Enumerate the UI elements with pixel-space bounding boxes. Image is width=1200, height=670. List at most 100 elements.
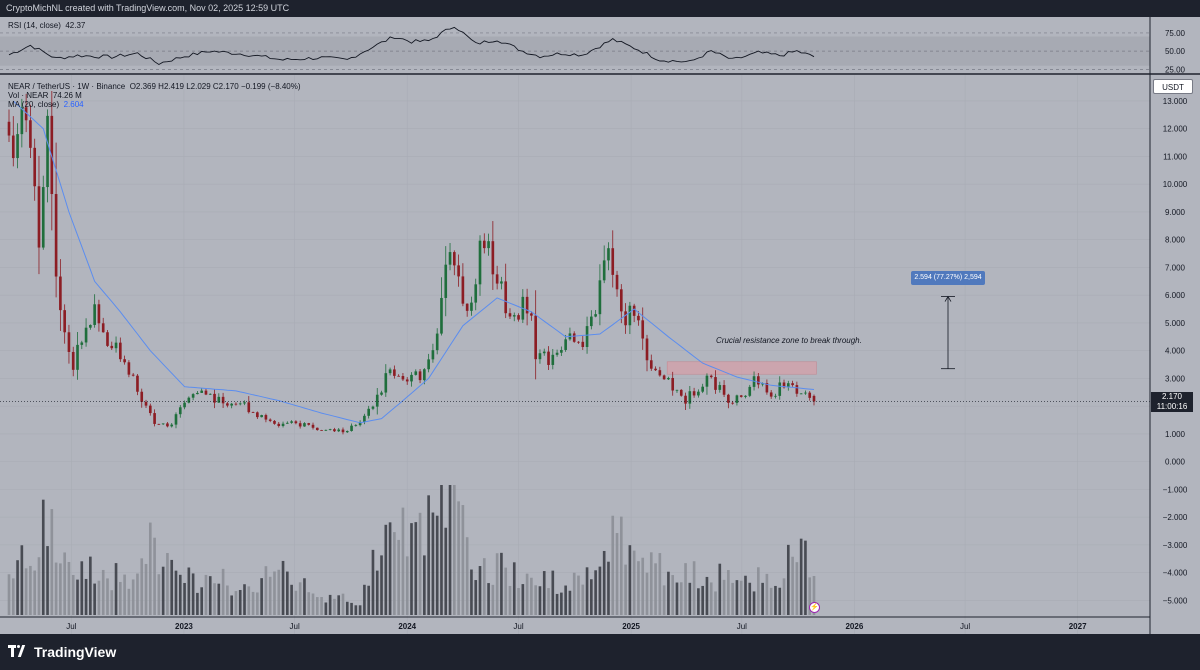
resistance-zone-layer — [666, 361, 817, 375]
volume-bar — [238, 589, 242, 615]
volume-bar — [598, 566, 602, 615]
volume-bar — [692, 561, 696, 615]
volume-bar — [624, 564, 627, 615]
candle-body — [157, 423, 161, 425]
candle-body — [29, 120, 32, 148]
candle-body — [512, 315, 516, 317]
volume-bar — [324, 602, 328, 615]
volume-bar — [247, 586, 251, 615]
candle-body — [500, 281, 503, 284]
resistance-annotation[interactable]: Crucial resistance zone to break through… — [716, 336, 862, 345]
volume-bar — [24, 568, 28, 615]
candle-body — [649, 360, 653, 369]
header-text: CryptoMichNL created with TradingView.co… — [6, 3, 290, 13]
volume-bar — [161, 566, 165, 615]
price-tick-label: −5.000 — [1163, 596, 1188, 605]
volume-bar — [718, 563, 722, 615]
volume-bar — [119, 581, 122, 615]
candle-body — [144, 401, 148, 406]
chart-canvas[interactable]: 13.000 12.000 11.000 10.000 9.000 8.000 7.000 6… — [0, 17, 1200, 634]
volume-bar — [679, 582, 683, 615]
candle-body — [136, 375, 139, 392]
ma-legend[interactable]: MA (20, close) 2.604 — [8, 100, 84, 109]
candle-body — [131, 374, 135, 376]
candle-body — [611, 248, 615, 275]
volume-bar — [748, 582, 752, 615]
candle-body — [89, 324, 92, 328]
candle-body — [24, 107, 28, 121]
volume-bar — [405, 556, 409, 615]
candle-body — [33, 147, 37, 187]
candle-body — [307, 423, 311, 425]
ohlc-close: C2.170 — [212, 82, 239, 91]
rsi-tick-label: 25.00 — [1165, 65, 1186, 74]
volume-bar — [123, 574, 126, 615]
candle-body — [363, 415, 366, 423]
candle-body — [397, 375, 400, 377]
candle-body — [384, 373, 388, 393]
candle-body — [178, 407, 182, 415]
price-tick-label: −1.000 — [1163, 485, 1188, 494]
candle-body — [645, 338, 649, 361]
candle-body — [504, 281, 508, 314]
volume-bar — [16, 560, 19, 615]
volume-bar — [645, 572, 649, 615]
volume-bar — [97, 580, 101, 615]
volume-bar — [208, 576, 212, 615]
lightning-icon[interactable]: ⚡ — [809, 602, 820, 613]
volume-bar — [7, 574, 11, 615]
price-axis[interactable]: 13.000 12.000 11.000 10.000 9.000 8.000 7.000 6… — [1149, 17, 1200, 634]
volume-bar — [148, 522, 152, 615]
bar-countdown: 11:00:16 — [1156, 402, 1188, 411]
volume-layer — [7, 485, 816, 615]
volume-legend[interactable]: Vol · NEAR 74.26 M — [8, 91, 82, 100]
tradingview-logo[interactable]: TradingView — [8, 644, 116, 660]
volume-bar — [333, 598, 336, 615]
price-tick-label: 6.000 — [1165, 291, 1186, 300]
candle-body — [701, 386, 704, 392]
rsi-legend: RSI (14, close) 42.37 — [8, 21, 85, 30]
volume-bar — [590, 579, 593, 615]
candle-body — [140, 391, 144, 402]
candle-body — [71, 351, 75, 370]
volume-bar — [384, 524, 388, 615]
price-tick-label: 5.000 — [1165, 319, 1186, 328]
volume-bar — [251, 591, 255, 615]
volume-bar — [196, 592, 199, 615]
volume-bar — [465, 537, 469, 615]
candle-body — [101, 323, 105, 333]
volume-bar — [739, 580, 743, 615]
volume-bar — [54, 562, 58, 615]
volume-bar — [594, 570, 597, 615]
measure-label[interactable]: 2.594 (77.27%) 2,594 — [911, 271, 985, 285]
candle-body — [153, 413, 156, 424]
volume-bar — [213, 583, 216, 615]
rsi-axis: 75.00 50.00 25.00 — [1165, 29, 1186, 74]
volume-bar — [41, 499, 45, 615]
volume-bar — [131, 579, 135, 615]
candle-body — [470, 302, 473, 311]
candle-body — [444, 264, 448, 298]
symbol-legend[interactable]: NEAR / TetherUS · 1W · Binance O2.369 H2… — [8, 82, 301, 91]
candle-body — [110, 345, 114, 349]
candle-body — [555, 352, 559, 355]
volume-bar — [393, 532, 396, 615]
volume-bar — [367, 585, 371, 615]
volume-bar — [709, 582, 713, 615]
candle-body — [367, 408, 371, 416]
volume-bar — [658, 553, 662, 615]
time-axis[interactable]: Jul 2023 Jul 2024 Jul 2025 Jul 2026 Jul 2027 — [0, 616, 1150, 631]
candle-body — [213, 393, 216, 403]
currency-selector[interactable]: USDT — [1153, 79, 1193, 94]
candle-body — [418, 371, 422, 381]
volume-bar — [470, 569, 473, 615]
price-tick-label: 9.000 — [1165, 208, 1186, 217]
price-tick-label: −4.000 — [1163, 569, 1188, 578]
volume-bar — [337, 595, 341, 615]
volume-bar — [757, 567, 760, 615]
volume-bar — [628, 545, 632, 615]
candle-body — [452, 252, 456, 266]
candle-body — [517, 315, 520, 320]
volume-bar — [637, 561, 640, 615]
candle-body — [187, 397, 191, 403]
